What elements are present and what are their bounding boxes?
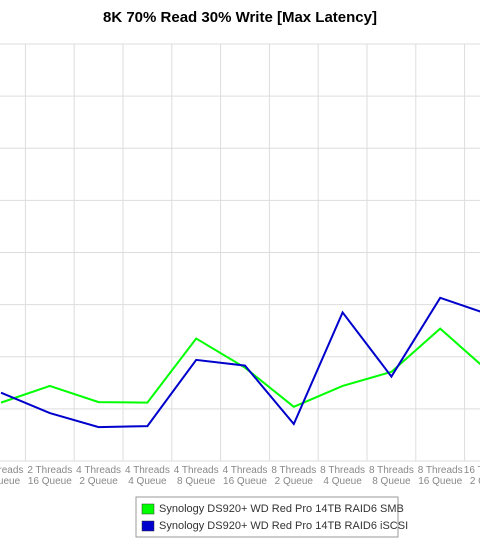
x-tick-line: 8 Threads (418, 465, 463, 476)
x-tick-line: 8 Queue (177, 476, 216, 487)
x-tick-line: 2 Threads (0, 465, 23, 476)
x-tick-line: 4 Threads (223, 465, 268, 476)
x-tick-line: 16 Threads (464, 465, 480, 476)
x-tick-label: 8 Threads 4 Queue (320, 465, 365, 487)
legend-label: Synology DS920+ WD Red Pro 14TB RAID6 iS… (159, 520, 408, 532)
x-tick-label: 8 Threads 16 Queue (418, 465, 463, 487)
legend (135, 496, 399, 538)
legend-swatch (141, 520, 155, 532)
chart-title: 8K 70% Read 30% Write [Max Latency] (103, 9, 377, 26)
x-tick-label: 8 Threads 8 Queue (369, 465, 414, 487)
x-tick-line: 4 Threads (174, 465, 219, 476)
x-tick-line: 2 Queue (275, 476, 314, 487)
x-tick-line: 4 Threads (125, 465, 170, 476)
x-tick-line: 2 Queue (470, 476, 480, 487)
series-line (0, 296, 480, 429)
legend-swatch (141, 503, 155, 515)
x-tick-line: 4 Threads (76, 465, 121, 476)
x-tick-line: 4 Queue (323, 476, 362, 487)
x-tick-line: 16 Queue (418, 476, 462, 487)
x-tick-label: 4 Threads 4 Queue (125, 465, 170, 487)
x-tick-line: 2 Queue (79, 476, 118, 487)
x-tick-line: 16 Queue (223, 476, 267, 487)
x-tick-line: 8 Queue (372, 476, 411, 487)
series-line (0, 327, 480, 408)
x-tick-line: 8 Queue (0, 476, 21, 487)
x-tick-line: 2 Threads (27, 465, 72, 476)
legend-label: Synology DS920+ WD Red Pro 14TB RAID6 SM… (159, 503, 404, 515)
x-tick-label: 8 Threads 2 Queue (271, 465, 316, 487)
x-tick-line: 4 Queue (128, 476, 167, 487)
x-tick-line: 16 Queue (28, 476, 72, 487)
x-tick-label: 4 Threads 8 Queue (174, 465, 219, 487)
x-tick-line: 8 Threads (271, 465, 316, 476)
x-tick-line: 8 Threads (320, 465, 365, 476)
x-tick-label: 4 Threads 16 Queue (223, 465, 268, 487)
x-tick-label: 2 Threads 16 Queue (27, 465, 72, 487)
x-tick-label: 4 Threads 2 Queue (76, 465, 121, 487)
x-tick-line: 8 Threads (369, 465, 414, 476)
